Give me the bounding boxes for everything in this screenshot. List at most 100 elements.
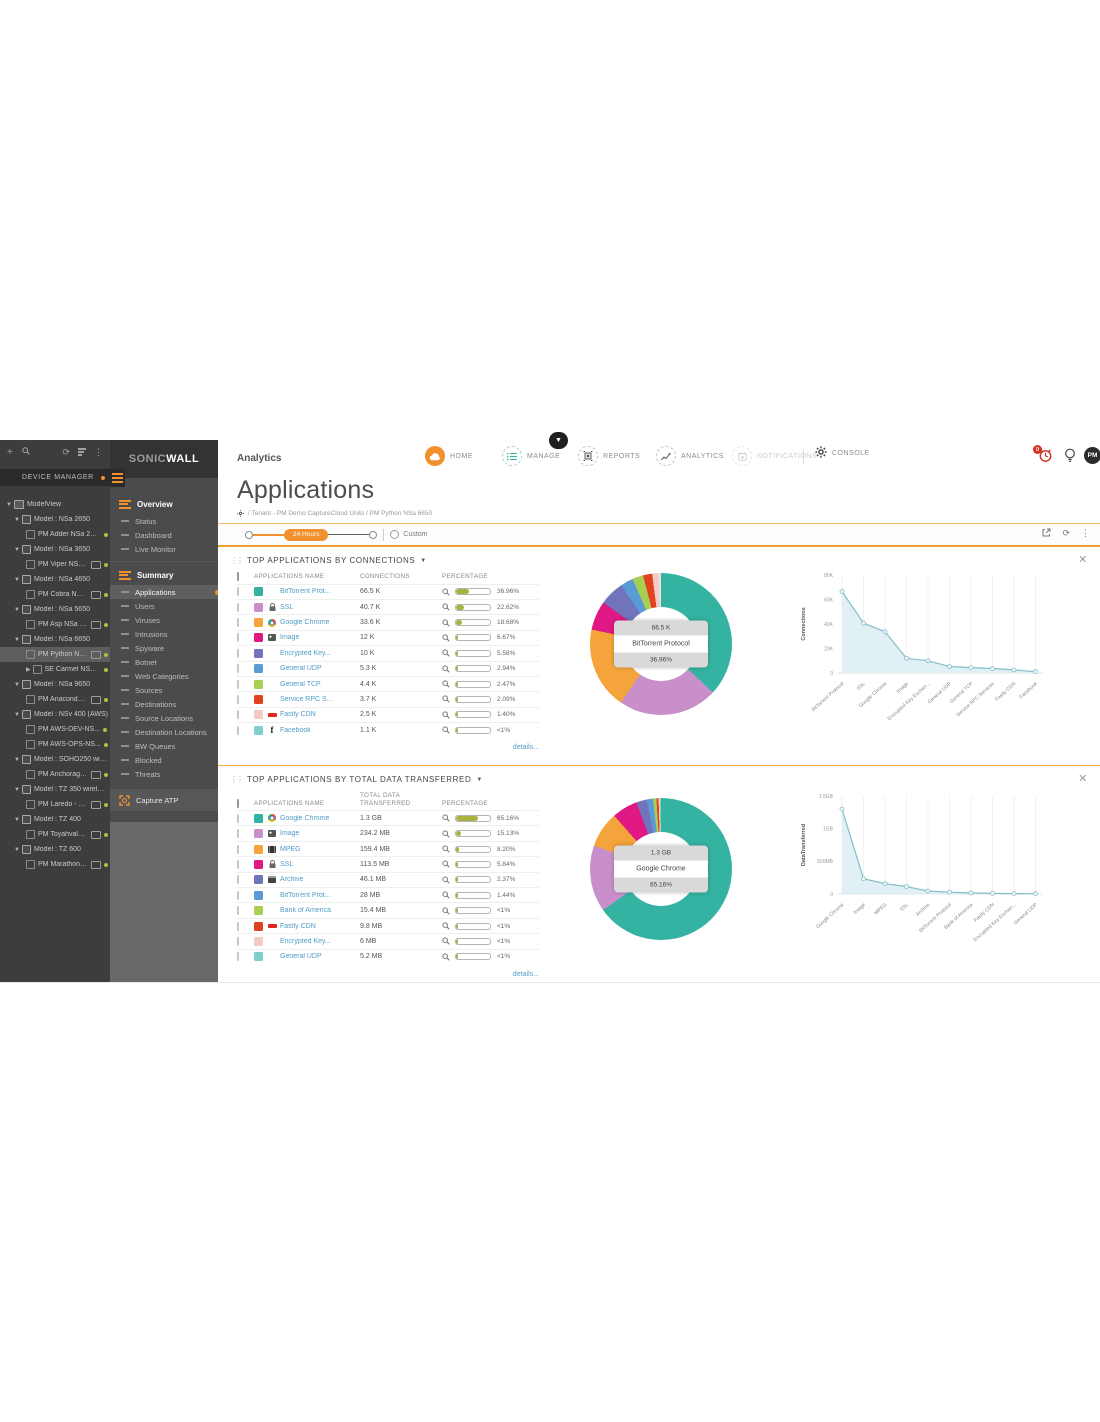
device-checkbox[interactable] — [26, 620, 35, 629]
device-checkbox[interactable] — [26, 725, 35, 734]
zoom-icon[interactable] — [442, 830, 450, 838]
application-name-link[interactable]: Fastly CDN — [280, 711, 316, 719]
zoom-icon[interactable] — [442, 649, 450, 657]
row-checkbox[interactable] — [237, 829, 239, 839]
export-icon[interactable] — [1042, 528, 1051, 539]
application-name-link[interactable]: Encrypted Key... — [280, 937, 331, 945]
application-name-link[interactable]: Facebook — [280, 726, 311, 734]
tree-device-row[interactable]: PM Toyahvale T... — [0, 827, 110, 842]
nav-item-analytics[interactable]: ANALYTICS — [656, 446, 724, 466]
drag-handle-icon[interactable]: ⋮⋮ — [230, 775, 244, 784]
zoom-icon[interactable] — [442, 891, 450, 899]
time-range-pill[interactable]: 24 Hours — [284, 528, 329, 541]
application-name-link[interactable]: Fastly CDN — [280, 922, 316, 930]
device-checkbox[interactable] — [26, 740, 35, 749]
sidebar-item-threats[interactable]: Threats — [110, 767, 218, 781]
chevron-down-icon[interactable]: ▼ — [420, 557, 427, 564]
sidebar-item-botnet[interactable]: Botnet — [110, 655, 218, 669]
tree-model-row[interactable]: ▼ Model : NSv 400 (AWS) — [0, 707, 110, 722]
close-icon[interactable]: ✕ — [1078, 773, 1088, 785]
row-checkbox[interactable] — [237, 679, 239, 689]
row-checkbox[interactable] — [237, 906, 239, 916]
zoom-icon[interactable] — [442, 726, 450, 734]
donut-ring[interactable]: 1.3 GB Google Chrome 65.16% — [590, 798, 732, 940]
zoom-icon[interactable] — [442, 618, 450, 627]
application-name-link[interactable]: BitTorrent Prot... — [280, 588, 331, 596]
row-checkbox[interactable] — [237, 725, 239, 735]
alerts-clock-icon[interactable]: 0 — [1033, 445, 1054, 464]
zoom-icon[interactable] — [442, 695, 450, 704]
sidebar-item-live-monitor[interactable]: Live Monitor — [110, 542, 218, 556]
sidebar-item-dashboard[interactable]: Dashboard — [110, 528, 218, 542]
application-name-link[interactable]: General TCP — [280, 680, 321, 688]
tree-model-row[interactable]: ▼ Model : NSa 6650 — [0, 632, 110, 647]
application-name-link[interactable]: Google Chrome — [280, 814, 330, 822]
sidebar-item-viruses[interactable]: Viruses — [110, 613, 218, 627]
custom-range-radio[interactable] — [390, 530, 400, 539]
sidebar-item-applications[interactable]: Applications — [110, 585, 218, 599]
tree-model-row[interactable]: ▼ Model : SOHO250 wirele... — [0, 752, 110, 767]
menu-section-summary[interactable]: Summary — [110, 565, 218, 585]
refresh-icon[interactable]: ⟳ — [1062, 528, 1070, 538]
help-bulb-icon[interactable] — [1064, 448, 1076, 468]
tree-device-row[interactable]: PM Cobra NSa ... — [0, 587, 110, 602]
tree-model-row[interactable]: ▼ ModelView — [0, 497, 110, 512]
sidebar-item-source-locations[interactable]: Source Locations — [110, 711, 218, 725]
tree-model-row[interactable]: ▼ Model : NSa 3650 — [0, 542, 110, 557]
tree-model-row[interactable]: ▼ Model : TZ 400 — [0, 812, 110, 827]
caret-open-icon[interactable]: ▼ — [14, 756, 20, 763]
nav-item-console[interactable]: CONSOLE — [815, 446, 870, 460]
tree-device-row[interactable]: PM Viper NSa 3... — [0, 557, 110, 572]
application-name-link[interactable]: Bank of America — [280, 907, 331, 915]
application-name-link[interactable]: Service RPC S... — [280, 695, 333, 703]
caret-open-icon[interactable]: ▼ — [14, 636, 20, 643]
application-name-link[interactable]: General UDP — [280, 665, 322, 673]
application-name-link[interactable]: Archive — [280, 876, 304, 884]
sidebar-item-sources[interactable]: Sources — [110, 683, 218, 697]
tree-device-row[interactable]: PM Marathon T... — [0, 857, 110, 872]
tree-device-row[interactable]: PM Anaconda ... — [0, 692, 110, 707]
zoom-icon[interactable] — [442, 711, 450, 719]
row-checkbox[interactable] — [237, 890, 239, 900]
device-checkbox[interactable] — [26, 590, 35, 599]
row-checkbox[interactable] — [237, 648, 239, 658]
donut-ring[interactable]: 66.5 K BitTorrent Protocol 36.96% — [590, 573, 732, 715]
tree-device-row[interactable]: PM AWS-OPS-NS... — [0, 737, 110, 752]
zoom-icon[interactable] — [442, 680, 450, 688]
drag-handle-icon[interactable]: ⋮⋮ — [230, 556, 244, 565]
sidebar-item-web-categories[interactable]: Web Categories — [110, 669, 218, 683]
caret-open-icon[interactable]: ▼ — [6, 501, 12, 508]
row-checkbox[interactable] — [237, 633, 239, 643]
application-name-link[interactable]: Image — [280, 634, 300, 642]
caret-open-icon[interactable]: ▼ — [14, 711, 20, 718]
tree-device-row[interactable]: PM AWS-DEV-NS... — [0, 722, 110, 737]
caret-open-icon[interactable]: ▼ — [14, 576, 20, 583]
caret-open-icon[interactable]: ▼ — [14, 846, 20, 853]
device-checkbox[interactable] — [26, 530, 35, 539]
sidebar-item-status[interactable]: Status — [110, 514, 218, 528]
sidebar-item-spyware[interactable]: Spyware — [110, 641, 218, 655]
caret-open-icon[interactable]: ▼ — [14, 516, 20, 523]
device-checkbox[interactable] — [26, 830, 35, 839]
user-avatar[interactable]: PM — [1084, 447, 1100, 464]
application-name-link[interactable]: Image — [280, 830, 300, 838]
zoom-icon[interactable] — [442, 860, 450, 869]
caret-closed-icon[interactable]: ▶ — [26, 667, 31, 673]
application-name-link[interactable]: General UDP — [280, 953, 322, 961]
details-link[interactable]: details... — [512, 971, 539, 978]
caret-open-icon[interactable]: ▼ — [14, 816, 20, 823]
caret-open-icon[interactable]: ▼ — [14, 546, 20, 553]
row-checkbox[interactable] — [237, 664, 239, 674]
tree-device-row[interactable]: PM Adder NSa 2650 — [0, 527, 110, 542]
tree-device-row[interactable]: PM Laredo - TZ... — [0, 797, 110, 812]
device-checkbox[interactable] — [26, 695, 35, 704]
tree-device-row[interactable]: PM Python NSa... — [0, 647, 110, 662]
sidebar-item-users[interactable]: Users — [110, 599, 218, 613]
nav-collapse-chevron[interactable]: ▼ — [549, 432, 568, 449]
device-checkbox[interactable] — [26, 860, 35, 869]
zoom-icon[interactable] — [442, 937, 450, 945]
zoom-icon[interactable] — [442, 876, 450, 884]
row-checkbox[interactable] — [237, 694, 239, 704]
tree-model-row[interactable]: ▼ Model : NSa 2650 — [0, 512, 110, 527]
sidebar-item-intrusions[interactable]: Intrusions — [110, 627, 218, 641]
